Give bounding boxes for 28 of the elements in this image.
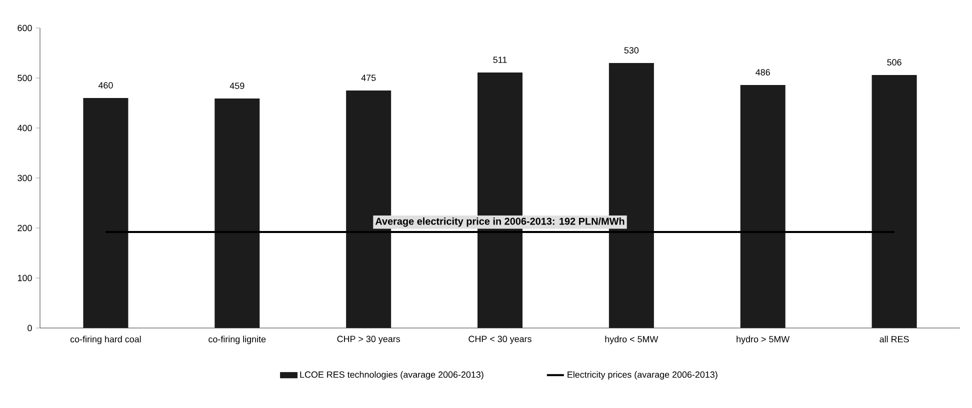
x-tick-label: co-firing lignite [208, 336, 266, 344]
data-label: 460 [98, 82, 113, 88]
bar [872, 75, 917, 328]
data-label: 511 [493, 56, 507, 63]
data-label: 475 [361, 74, 376, 81]
y-tick-label: 400 [17, 124, 32, 132]
data-label: 486 [756, 69, 770, 76]
y-tick-label: 200 [18, 224, 32, 232]
y-tick-label: 500 [18, 74, 32, 82]
y-tick-label: 300 [18, 174, 32, 182]
x-tick-label: CHP < 30 years [468, 336, 532, 344]
x-tick-label: CHP > 30 years [337, 336, 400, 344]
data-label: 530 [624, 47, 639, 54]
x-tick-label: all RES [880, 336, 909, 342]
y-tick-label: 0 [28, 324, 32, 332]
bar [214, 98, 260, 328]
x-tick-label: hydro > 5MW [736, 336, 790, 344]
x-tick-label: hydro < 5MW [605, 336, 658, 344]
y-tick-label: 600 [18, 24, 32, 32]
data-label: 459 [230, 82, 244, 89]
bar [83, 98, 128, 328]
data-label: 506 [887, 59, 902, 66]
legend-label: Electricity prices (avarage 2006-2013) [568, 371, 718, 380]
annotation: Average electricity price in 2006-2013: 192 PLN/MWh [375, 217, 624, 227]
y-tick-label: 100 [18, 274, 32, 282]
x-tick-label: co-firing hard coal [70, 336, 141, 344]
legend-label: LCOE RES technologies (avarage 2006-2013) [300, 371, 484, 380]
bar [740, 85, 786, 328]
